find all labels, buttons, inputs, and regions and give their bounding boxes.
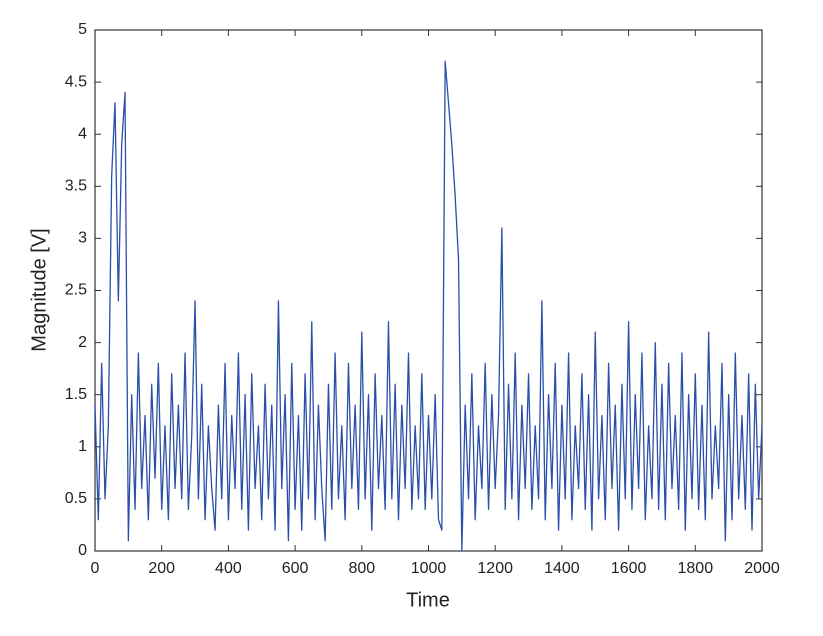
y-axis-label: Magnitude [V] [28,228,50,351]
y-tick-label: 4 [78,125,87,142]
y-tick-label: 1 [78,438,87,455]
x-tick-label: 200 [148,560,175,577]
x-tick-label: 0 [91,560,100,577]
x-tick-label: 600 [282,560,309,577]
y-tick-label: 0 [78,542,87,559]
y-tick-label: 1.5 [65,386,87,403]
y-tick-label: 4.5 [65,73,87,90]
plot-frame [94,29,763,552]
x-tick-label: 1200 [477,560,513,577]
y-tick-label: 0.5 [65,490,87,507]
y-tick-label: 3 [78,230,87,247]
x-tick-label: 1600 [611,560,647,577]
x-tick-label: 1000 [411,560,447,577]
x-tick-label: 800 [348,560,375,577]
y-tick-label: 2.5 [65,282,87,299]
x-tick-label: 1400 [544,560,580,577]
signal-line [94,60,763,552]
y-tick-label: 3.5 [65,178,87,195]
x-tick-label: 2000 [744,560,780,577]
y-tick-label: 2 [78,334,87,351]
x-tick-label: 400 [215,560,242,577]
y-tick-label: 5 [78,21,87,38]
x-axis-label: Time [406,589,450,611]
x-tick-label: 1800 [678,560,714,577]
